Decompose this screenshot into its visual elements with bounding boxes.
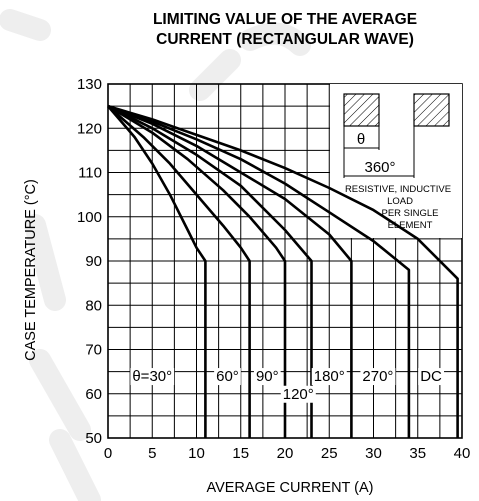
curve-60 [107, 105, 251, 438]
curve-label-text: 60° [216, 368, 239, 385]
x-tick-label: 30 [365, 445, 382, 462]
curve-label-text: DC [420, 368, 442, 385]
period-label: 360° [364, 159, 395, 176]
y-tick-label: 130 [77, 76, 102, 93]
x-axis-label: AVERAGE CURRENT (A) [206, 480, 373, 496]
y-tick-label: 120 [77, 120, 102, 137]
x-tick-label: 20 [277, 445, 294, 462]
y-tick-label: 70 [85, 342, 102, 359]
x-tick-label: 15 [232, 445, 249, 462]
curve-270 [107, 104, 411, 438]
inset-note-4: ELEMENT [388, 220, 433, 231]
curve-label: 180° [311, 368, 347, 386]
y-tick-label: 50 [85, 430, 102, 447]
x-tick-label: 5 [148, 445, 156, 462]
curve-label-text: θ=30° [132, 368, 172, 385]
curve-label-background [360, 368, 396, 386]
x-tick-label: 35 [409, 445, 426, 462]
curve-label: 270° [360, 368, 396, 386]
inset-note-2: LOAD [387, 196, 413, 207]
inset-note-1: RESISTIVE, INDUCTIVE [345, 184, 451, 195]
inset-note-3: PER SINGLE [381, 208, 438, 219]
curve-label: 60° [214, 368, 241, 386]
curve-label: θ=30° [130, 368, 175, 386]
y-axis-label: CASE TEMPERATURE (°C) [23, 179, 39, 361]
x-tick-label: 10 [188, 445, 205, 462]
curve-180 [107, 104, 353, 438]
curve-label-background [280, 385, 316, 403]
chart-title-line-1: LIMITING VALUE OF THE AVERAGE [153, 11, 417, 28]
curve-label-text: 180° [314, 368, 345, 385]
curve-label-text: 90° [256, 368, 279, 385]
curve-label-background [253, 368, 281, 386]
x-tick-label: 25 [321, 445, 338, 462]
x-tick-label: 40 [454, 445, 471, 462]
x-tick-label: 0 [104, 445, 112, 462]
curve-label-background [130, 368, 175, 386]
y-tick-label: 60 [85, 386, 102, 403]
pulse-1 [343, 93, 380, 127]
curve-120 [107, 104, 313, 438]
curve-labels: θ=30° 60° 90° 180° 270° DC 120° [130, 368, 445, 403]
curve-30 [107, 105, 207, 438]
curve-label-background [214, 368, 241, 386]
curve-label-background [311, 368, 347, 386]
curve-label: 120° [280, 385, 316, 403]
chart-title-line-2: CURRENT (RECTANGULAR WAVE) [156, 31, 414, 48]
tick-labels: 0 5 10 15 20 25 30 35 40 50 60 70 80 90 100 110 120 130 [77, 76, 470, 462]
curve-label-text: 270° [362, 368, 393, 385]
y-tick-label: 100 [77, 209, 102, 226]
curve-label-text: 120° [283, 386, 314, 403]
theta-symbol: θ [357, 131, 365, 148]
curve-dc [107, 104, 459, 438]
curve-90 [107, 104, 287, 438]
waveform-inset: θ 360° RESISTIVE, INDUCTIVE LOAD PER SIN… [330, 84, 462, 238]
curve-label: DC [418, 368, 445, 386]
curves [107, 104, 459, 438]
y-tick-label: 90 [85, 253, 102, 270]
watermark [0, 9, 311, 501]
y-tick-label: 80 [85, 297, 102, 314]
y-tick-label: 110 [78, 165, 102, 182]
pulse-2 [413, 93, 450, 127]
curve-label-background [418, 368, 445, 386]
curve-label: 90° [253, 368, 281, 386]
